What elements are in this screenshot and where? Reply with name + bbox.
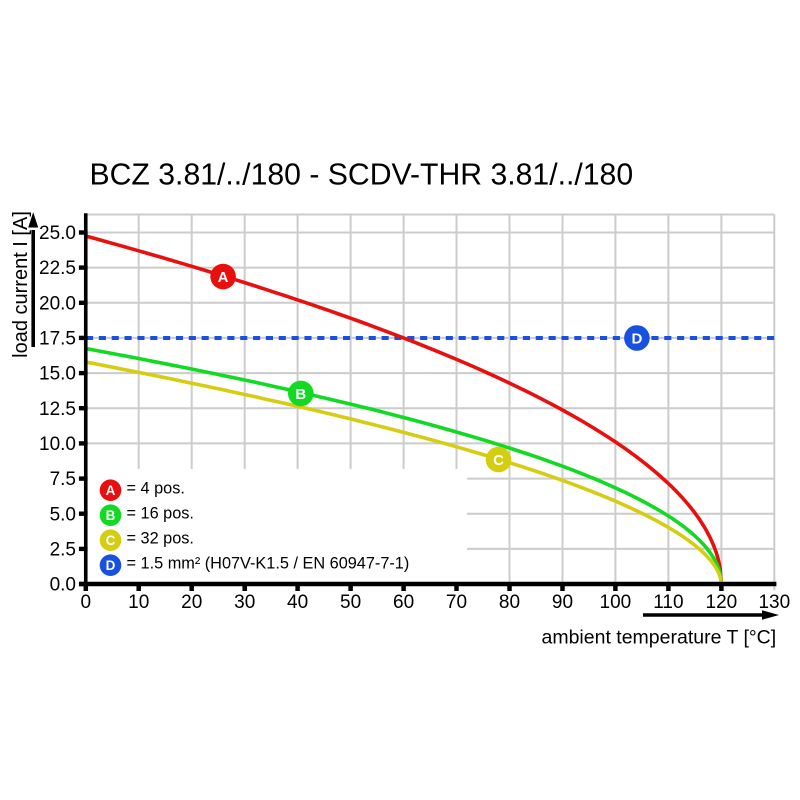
- svg-text:100: 100: [600, 592, 632, 613]
- svg-text:A: A: [218, 269, 229, 286]
- svg-text:5.0: 5.0: [50, 504, 76, 525]
- svg-text:= 32 pos.: = 32 pos.: [127, 530, 194, 548]
- svg-text:70: 70: [446, 592, 467, 613]
- svg-text:60: 60: [393, 592, 414, 613]
- svg-text:B: B: [295, 386, 306, 403]
- svg-text:D: D: [106, 558, 116, 573]
- svg-text:30: 30: [234, 592, 255, 613]
- svg-text:= 1.5 mm² (H07V-K1.5 / EN 6094: = 1.5 mm² (H07V-K1.5 / EN 60947-7-1): [127, 555, 410, 573]
- svg-text:= 16 pos.: = 16 pos.: [127, 505, 194, 523]
- svg-text:10: 10: [128, 592, 149, 613]
- svg-text:2.5: 2.5: [50, 540, 76, 561]
- svg-text:130: 130: [758, 592, 790, 613]
- svg-text:A: A: [106, 483, 116, 498]
- svg-text:120: 120: [706, 592, 738, 613]
- svg-text:50: 50: [340, 592, 361, 613]
- svg-text:40: 40: [287, 592, 308, 613]
- svg-text:BCZ 3.81/../180 - SCDV-THR 3.8: BCZ 3.81/../180 - SCDV-THR 3.81/../180: [90, 159, 634, 192]
- svg-text:12.5: 12.5: [39, 399, 76, 420]
- svg-text:25.0: 25.0: [39, 223, 76, 244]
- svg-text:17.5: 17.5: [39, 329, 76, 350]
- svg-text:80: 80: [499, 592, 520, 613]
- svg-text:= 4 pos.: = 4 pos.: [127, 480, 185, 498]
- svg-text:110: 110: [653, 592, 683, 613]
- svg-text:load current I [A]: load current I [A]: [10, 211, 32, 358]
- svg-text:20: 20: [181, 592, 202, 613]
- svg-text:90: 90: [552, 592, 573, 613]
- svg-text:0.0: 0.0: [50, 575, 76, 596]
- svg-text:15.0: 15.0: [39, 364, 76, 385]
- svg-text:C: C: [106, 533, 116, 548]
- svg-text:ambient temperature T [°C]: ambient temperature T [°C]: [542, 627, 777, 649]
- svg-text:20.0: 20.0: [39, 293, 76, 314]
- svg-text:C: C: [493, 452, 504, 469]
- svg-text:D: D: [631, 330, 642, 347]
- svg-text:B: B: [106, 508, 116, 523]
- svg-text:0: 0: [81, 592, 92, 613]
- svg-text:10.0: 10.0: [39, 434, 76, 455]
- svg-text:7.5: 7.5: [50, 469, 76, 490]
- svg-text:22.5: 22.5: [39, 258, 76, 279]
